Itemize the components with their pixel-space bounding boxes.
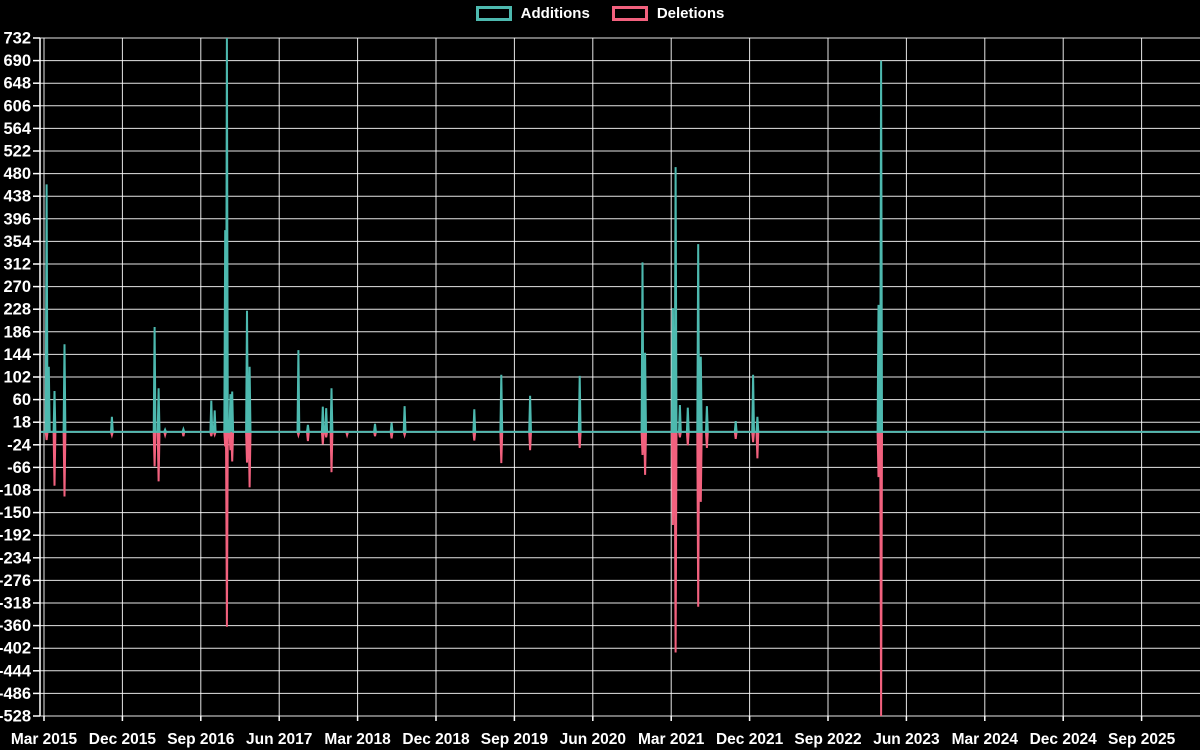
x-axis-label: Sep 2019 (481, 731, 549, 748)
x-axis-label: Dec 2021 (716, 731, 784, 748)
y-axis-label: 354 (3, 233, 31, 251)
x-axis-label: Mar 2018 (324, 731, 391, 748)
y-axis-label: 144 (3, 346, 31, 364)
additions-swatch-icon (475, 6, 512, 21)
y-axis-label: -528 (0, 708, 31, 726)
chart-legend: Additions Deletions (0, 6, 1200, 21)
y-axis-label: 312 (3, 256, 31, 274)
y-axis-label: -360 (0, 617, 31, 635)
y-axis-label: -24 (7, 436, 32, 454)
y-axis-label: -192 (0, 527, 31, 545)
y-axis-label: 522 (3, 143, 31, 161)
deletions-legend-label: Deletions (656, 5, 725, 22)
y-axis-label: -276 (0, 572, 31, 590)
y-axis-label: 438 (3, 188, 31, 206)
y-axis-label: 690 (3, 52, 31, 70)
y-axis-label: -486 (0, 685, 31, 703)
legend-item-deletions[interactable]: Deletions (611, 5, 725, 22)
x-axis-label: Sep 2016 (167, 731, 235, 748)
y-axis-label: 186 (3, 323, 31, 341)
legend-item-additions[interactable]: Additions (475, 5, 590, 22)
y-axis-label: 480 (3, 165, 31, 183)
x-axis-label: Dec 2015 (89, 731, 157, 748)
x-axis-label: Mar 2021 (638, 731, 705, 748)
y-axis-label: -234 (0, 549, 32, 567)
x-axis-label: Sep 2022 (794, 731, 861, 748)
x-axis-label: Sep 2025 (1108, 731, 1176, 748)
y-axis-label: 102 (3, 369, 31, 387)
y-axis-label: 648 (3, 75, 31, 93)
y-axis-label: 60 (13, 391, 31, 409)
y-axis-label: -318 (0, 595, 31, 613)
x-axis-label: Mar 2024 (952, 731, 1019, 748)
y-axis-label: 606 (3, 97, 31, 115)
x-axis-label: Dec 2024 (1030, 731, 1098, 748)
y-axis-label: 564 (3, 120, 31, 138)
x-axis-label: Jun 2017 (246, 731, 312, 748)
additions-series-line (41, 37, 1200, 433)
x-axis-label: Jun 2020 (560, 731, 626, 748)
additions-legend-label: Additions (520, 5, 590, 22)
y-axis-label: 270 (3, 278, 31, 296)
deletions-series-line (41, 430, 1200, 717)
y-axis-label: 18 (13, 414, 31, 432)
y-axis-label: 732 (3, 30, 31, 48)
y-axis-label: 396 (3, 210, 31, 228)
y-axis-label: 228 (3, 301, 31, 319)
x-axis-label: Mar 2015 (11, 731, 78, 748)
x-axis-label: Dec 2018 (402, 731, 470, 748)
deletions-swatch-icon (611, 6, 648, 21)
y-axis-label: -66 (7, 459, 31, 477)
y-axis-label: -402 (0, 640, 31, 658)
y-axis-label: -444 (0, 662, 32, 680)
y-axis-label: -150 (0, 504, 31, 522)
x-axis-label: Jun 2023 (873, 731, 940, 748)
y-axis-label: -108 (0, 482, 31, 500)
